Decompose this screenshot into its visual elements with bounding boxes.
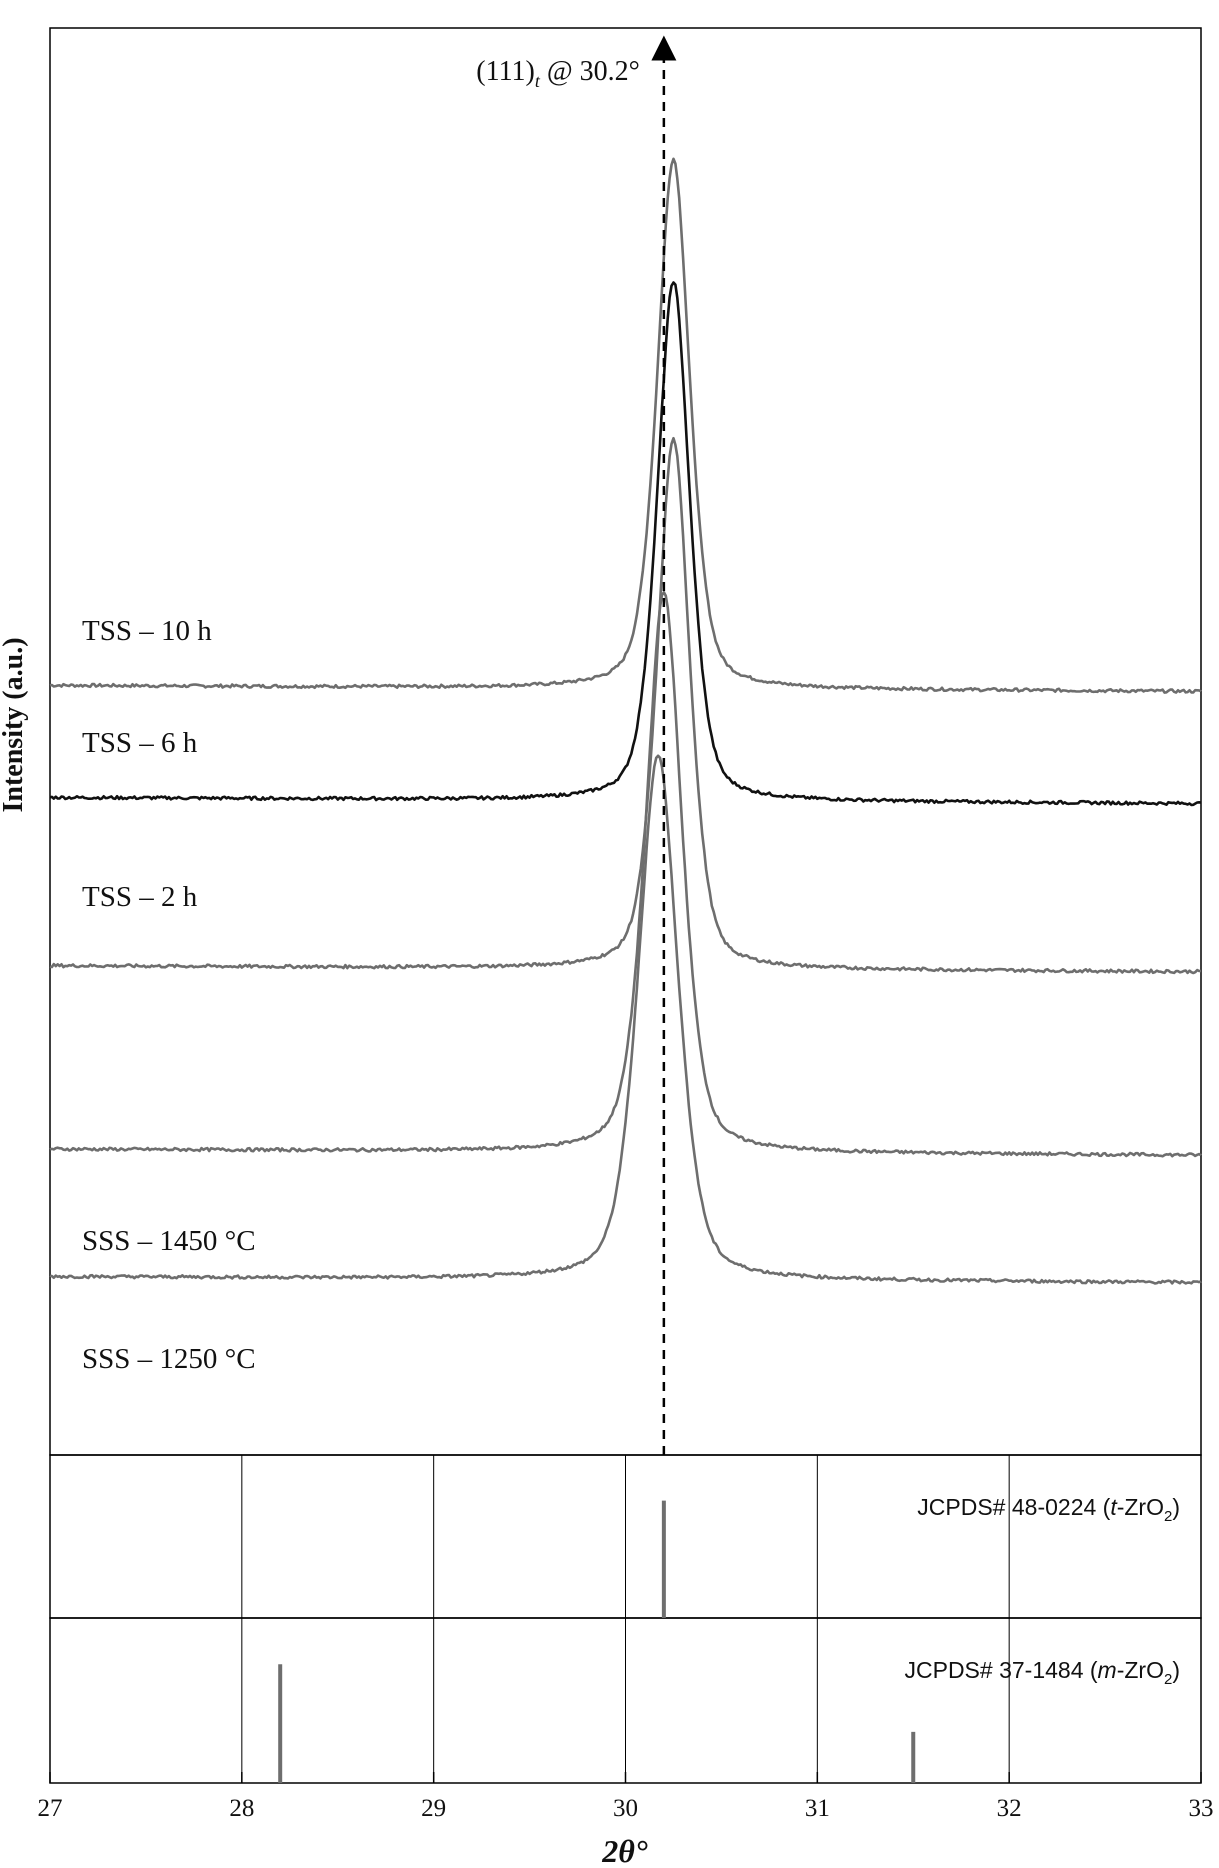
series-labels: TSS – 10 h TSS – 6 h TSS – 2 h SSS – 1450 °…	[82, 615, 256, 1375]
annotation-label-rest: @ 30.2°	[540, 56, 640, 87]
x-tick-label-29: 29	[421, 1795, 446, 1822]
series-label-4: SSS – 1450 °C	[82, 1225, 256, 1257]
x-tick-label-30: 30	[613, 1795, 638, 1822]
series-line-5	[49, 754, 1202, 1285]
annotation-label-sub: t	[535, 71, 541, 91]
annotation-label-main: (111)	[476, 56, 535, 87]
series-label-5: SSS – 1250 °C	[82, 1343, 256, 1375]
series-label-1: TSS – 10 h	[82, 615, 212, 647]
x-axis-ticks	[49, 1772, 1202, 1783]
series-line-1	[49, 157, 1202, 694]
series-label-3: TSS – 2 h	[82, 881, 198, 913]
y-axis-label: Intensity (a.u.)	[0, 637, 29, 812]
series-label-2: TSS – 6 h	[82, 727, 198, 759]
x-tick-label-33: 33	[1189, 1795, 1214, 1822]
series-line-4	[49, 590, 1202, 1158]
xrd-curves	[49, 157, 1202, 1285]
ref-panel-gridlines	[241, 1455, 1010, 1783]
x-axis-tick-labels: 27 28 29 30 31 32 33	[38, 1795, 1214, 1822]
x-tick-label-31: 31	[805, 1795, 830, 1822]
x-tick-label-27: 27	[38, 1795, 63, 1822]
ref-sticks	[278, 1500, 916, 1783]
series-line-2	[49, 281, 1202, 807]
ref-label-2: JCPDS# 37-1484 (m-ZrO2)	[905, 1657, 1181, 1688]
x-tick-label-28: 28	[229, 1795, 254, 1822]
x-tick-label-32: 32	[997, 1795, 1022, 1822]
ref-label-1: JCPDS# 48-0224 (t-ZrO2)	[917, 1494, 1180, 1525]
series-line-3	[49, 436, 1201, 975]
x-axis-label: 2θ°	[601, 1833, 648, 1868]
annotation-label: (111)t @ 30.2°	[476, 56, 640, 91]
ref-labels: JCPDS# 48-0224 (t-ZrO2) JCPDS# 37-1484 (m…	[905, 1494, 1181, 1688]
